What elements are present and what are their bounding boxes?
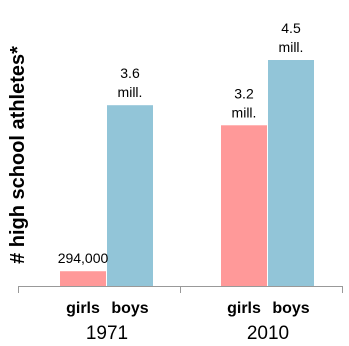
bars-layer bbox=[60, 60, 314, 287]
labels-layer: 294,000 girls 3.6 mill. boys 1971 3.2 mill. girl… bbox=[58, 20, 310, 344]
bar-girls-1971 bbox=[60, 271, 106, 286]
category-label-boys: boys bbox=[111, 300, 148, 317]
bar-boys-2010 bbox=[268, 60, 314, 286]
data-label: mill. bbox=[232, 104, 257, 120]
category-label-boys: boys bbox=[272, 300, 309, 317]
data-label: 3.6 bbox=[120, 65, 140, 81]
bar-boys-1971 bbox=[107, 105, 153, 286]
data-label: 294,000 bbox=[58, 250, 109, 266]
y-axis-label: # high school athletes* bbox=[7, 46, 29, 264]
group-label-1971: 1971 bbox=[86, 323, 128, 344]
bar-girls-2010 bbox=[221, 125, 267, 287]
x-axis-ticks bbox=[18, 286, 343, 293]
data-label: 3.2 bbox=[234, 85, 254, 101]
category-label-girls: girls bbox=[227, 300, 261, 317]
group-label-2010: 2010 bbox=[247, 323, 289, 344]
data-label: 4.5 bbox=[281, 20, 301, 36]
data-label: mill. bbox=[118, 84, 143, 100]
data-label: mill. bbox=[279, 39, 304, 55]
category-label-girls: girls bbox=[66, 300, 100, 317]
